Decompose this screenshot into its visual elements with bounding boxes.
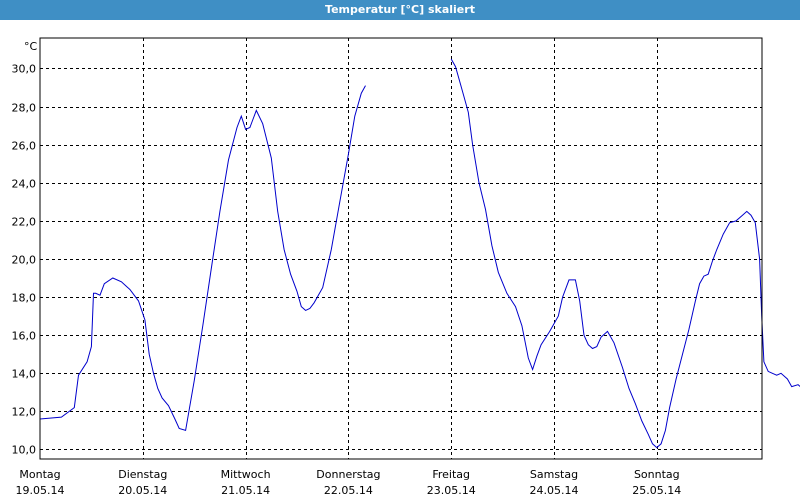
x-tick-weekday: Sonntag [634,468,680,481]
x-tick-date: 22.05.14 [324,484,373,497]
y-tick-label: 28,0 [12,102,37,115]
x-tick-weekday: Montag [19,468,60,481]
x-tick-date: 21.05.14 [221,484,270,497]
x-tick-weekday: Donnerstag [316,468,380,481]
x-tick-date: 23.05.14 [427,484,476,497]
x-tick-weekday: Samstag [530,468,578,481]
y-tick-label: 20,0 [12,254,37,267]
y-tick-label: 16,0 [12,330,37,343]
y-tick-label: 14,0 [12,368,37,381]
y-tick-label: 12,0 [12,406,37,419]
window-title: Temperatur [°C] skaliert [0,0,800,20]
y-tick-label: 30,0 [12,63,37,76]
y-tick-label: 22,0 [12,216,37,229]
x-tick-date: 25.05.14 [632,484,681,497]
y-tick-label: 24,0 [12,178,37,191]
y-axis: 10,0 12,0 14,0 16,0 18,0 20,0 22,0 24,0 26,0 28,0… [12,63,37,457]
y-axis-unit: °C [24,40,38,53]
x-tick-date: 19.05.14 [16,484,65,497]
grid-lines [40,38,762,459]
x-tick-date: 24.05.14 [530,484,579,497]
temperature-line [39,85,366,432]
y-tick-label: 18,0 [12,292,37,305]
x-tick-date: 20.05.14 [118,484,167,497]
x-tick-weekday: Dienstag [118,468,167,481]
x-tick-weekday: Mittwoch [221,468,271,481]
plot-frame [39,37,763,460]
series-group [39,58,800,449]
x-tick-weekday: Freitag [432,468,470,481]
y-tick-label: 10,0 [12,444,37,457]
x-axis: Montag 19.05.14 Dienstag 20.05.14 Mittwoch 21… [16,468,682,497]
temperature-line [450,58,800,449]
y-tick-label: 26,0 [12,140,37,153]
